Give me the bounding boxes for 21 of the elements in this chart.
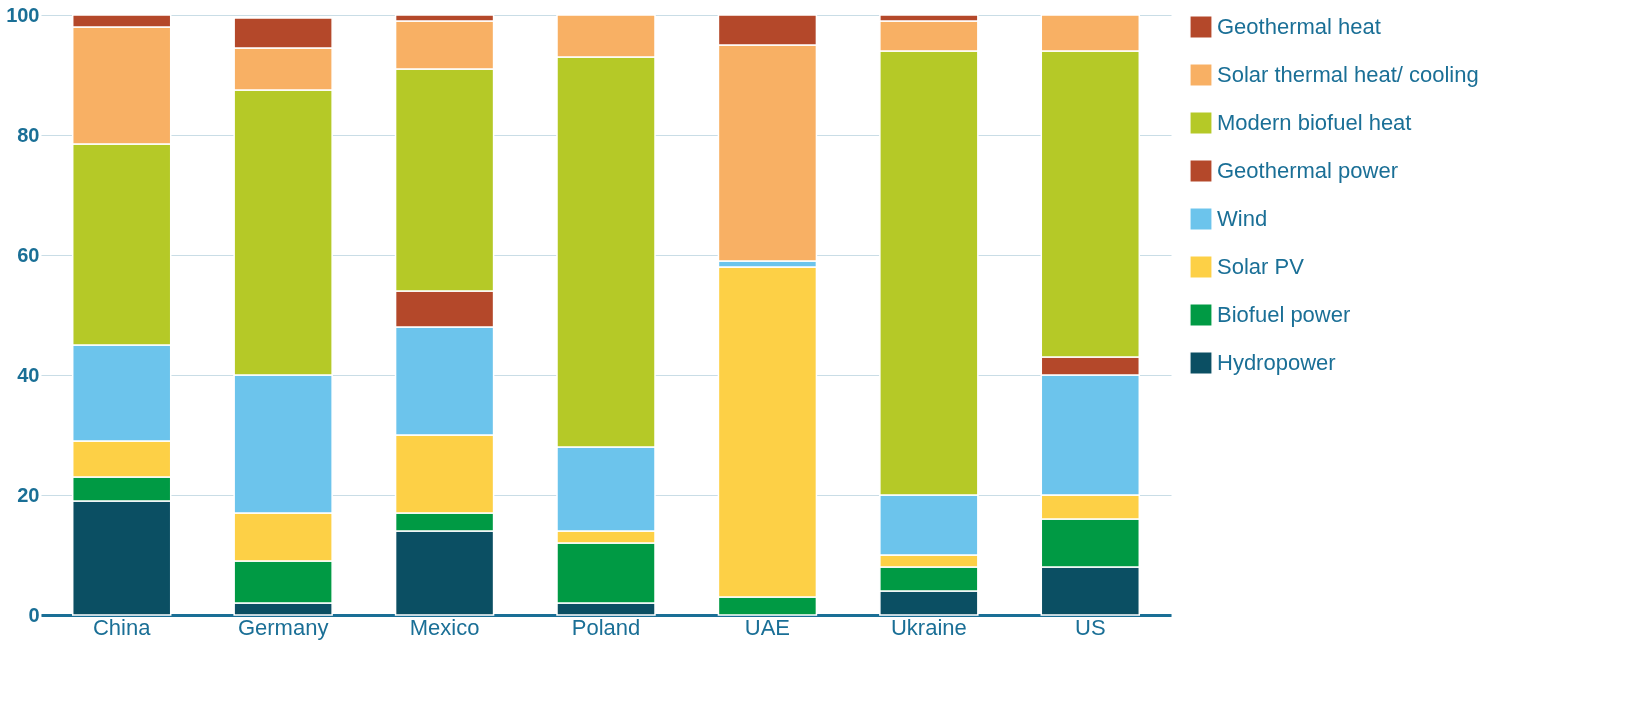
x-tick-label: US [1075, 614, 1106, 640]
y-tick-label: 100 [6, 3, 40, 26]
y-tick-label: 20 [17, 483, 40, 506]
x-tick-label: China [92, 614, 152, 640]
y-tick-label: 80 [17, 123, 40, 146]
legend-label: Solar thermal heat/ cooling [1217, 62, 1479, 87]
legend-label: Geothermal heat [1217, 14, 1381, 39]
legend-label: Geothermal power [1217, 158, 1398, 183]
x-tick-label: Germany [237, 614, 329, 640]
x-tick-label: UAE [744, 614, 791, 640]
y-tick-label: 0 [28, 603, 40, 626]
legend-label: Wind [1217, 206, 1268, 231]
x-tick-label: Mexico [409, 614, 480, 640]
y-tick-label: 40 [17, 363, 40, 386]
y-tick-label: 60 [17, 243, 40, 266]
legend-label: Biofuel power [1217, 302, 1351, 327]
legend-label: Hydropower [1217, 350, 1336, 375]
legend-label: Solar PV [1217, 254, 1305, 279]
x-tick-label: Poland [571, 614, 641, 640]
x-tick-label: Ukraine [890, 614, 967, 640]
legend-label: Modern biofuel heat [1217, 110, 1412, 135]
